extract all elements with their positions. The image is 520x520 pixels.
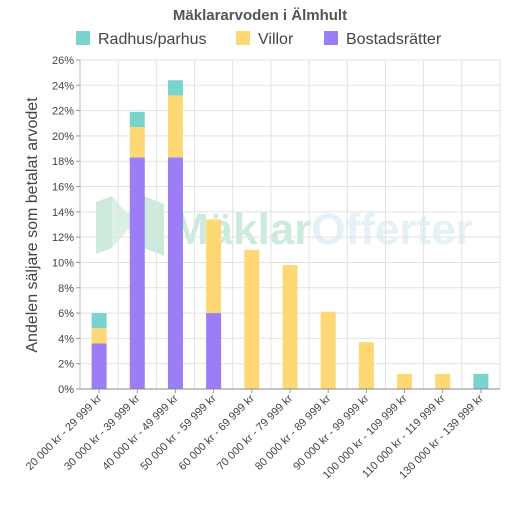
y-tick-label: 0% bbox=[58, 384, 74, 396]
legend: Radhus/parhus Villor Bostadsrätter bbox=[76, 31, 442, 48]
watermark: MäklarOfferter bbox=[96, 196, 473, 256]
x-tick-label: 80 000 kr - 89 999 kr bbox=[253, 392, 333, 472]
bar-villor-1 bbox=[129, 127, 145, 158]
y-tick-label: 24% bbox=[52, 80, 74, 92]
x-tick-label: 20 000 kr - 29 999 kr bbox=[24, 392, 104, 472]
y-axis-label: Andelen säljare som betalat arvodet bbox=[24, 97, 41, 353]
x-tick-label: 50 000 kr - 59 999 kr bbox=[138, 392, 218, 472]
bar-bostadsrätter-3 bbox=[206, 313, 222, 389]
legend-label: Radhus/parhus bbox=[98, 31, 207, 48]
bar-villor-5 bbox=[282, 264, 298, 389]
legend-item[interactable]: Bostadsrätter bbox=[324, 31, 442, 48]
bar-villor-6 bbox=[320, 311, 336, 389]
y-tick-label: 8% bbox=[58, 283, 74, 295]
x-tick-label: 90 000 kr - 99 999 kr bbox=[291, 392, 371, 472]
legend-label: Bostadsrätter bbox=[346, 31, 442, 48]
y-tick-label: 12% bbox=[52, 232, 74, 244]
y-tick-label: 22% bbox=[52, 106, 74, 118]
watermark-text-part2: Offerter bbox=[311, 205, 472, 254]
bar-villor-9 bbox=[435, 373, 451, 389]
bar-villor-7 bbox=[358, 342, 374, 389]
bar-villor-2 bbox=[167, 95, 183, 158]
y-tick-label: 16% bbox=[52, 182, 74, 194]
y-tick-label: 26% bbox=[52, 55, 74, 67]
y-tick-label: 2% bbox=[58, 359, 74, 371]
legend-label: Villor bbox=[258, 31, 294, 48]
bar-villor-0 bbox=[91, 328, 107, 344]
x-tick-label: 60 000 kr - 69 999 kr bbox=[177, 392, 257, 472]
legend-item[interactable]: Villor bbox=[236, 31, 294, 48]
x-tick-label: 30 000 kr - 39 999 kr bbox=[62, 392, 142, 472]
bar-bostadsrätter-0 bbox=[91, 343, 107, 389]
legend-swatch bbox=[76, 31, 90, 45]
bar-villor-4 bbox=[244, 249, 260, 389]
bar-bostadsrätter-1 bbox=[129, 157, 145, 389]
y-tick-label: 4% bbox=[58, 333, 74, 345]
y-axis-ticks: 0% 2% 4% 6% 8% 10% 12% 14% 16% 18% 20% 22% 24% 26% bbox=[52, 55, 80, 396]
chart-title: Mäklararvoden i Älmhult bbox=[173, 7, 347, 24]
bars bbox=[91, 80, 489, 389]
y-tick-label: 6% bbox=[58, 308, 74, 320]
bar-bostadsrätter-2 bbox=[167, 157, 183, 389]
bar-radhus-parhus-2 bbox=[167, 80, 183, 96]
bar-radhus-parhus-0 bbox=[91, 313, 107, 329]
y-tick-label: 14% bbox=[52, 207, 74, 219]
legend-swatch bbox=[236, 31, 250, 45]
x-tick-label: 40 000 kr - 49 999 kr bbox=[100, 392, 180, 472]
x-tick-label: 70 000 kr - 79 999 kr bbox=[215, 392, 295, 472]
y-tick-label: 18% bbox=[52, 156, 74, 168]
legend-item[interactable]: Radhus/parhus bbox=[76, 31, 207, 48]
legend-swatch bbox=[324, 31, 338, 45]
y-tick-label: 20% bbox=[52, 131, 74, 143]
y-tick-label: 10% bbox=[52, 257, 74, 269]
svg-text:MäklarOfferter: MäklarOfferter bbox=[172, 205, 473, 254]
watermark-text-part1: Mäklar bbox=[172, 205, 311, 254]
bar-radhus-parhus-10 bbox=[473, 373, 489, 389]
bar-radhus-parhus-1 bbox=[129, 111, 145, 128]
bar-villor-8 bbox=[397, 373, 413, 389]
bar-villor-3 bbox=[206, 219, 222, 314]
